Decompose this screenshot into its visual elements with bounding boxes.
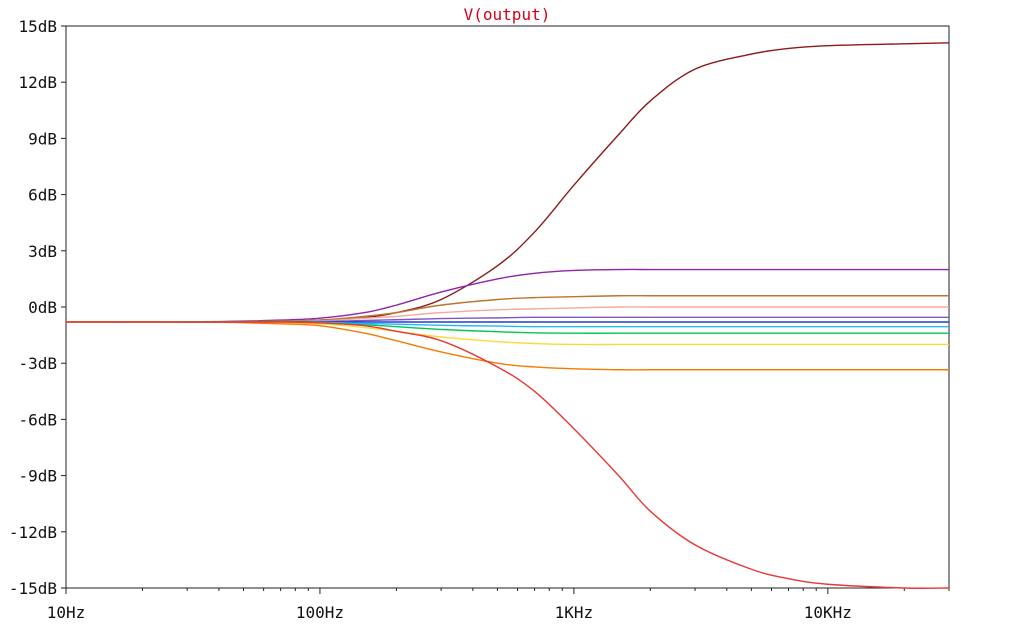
x-tick-label: 100Hz xyxy=(296,603,344,622)
y-tick-label: 9dB xyxy=(28,129,57,148)
y-tick-label: 0dB xyxy=(28,298,57,317)
y-tick-label: -9dB xyxy=(18,467,57,486)
series-line-10 xyxy=(65,321,949,371)
series-line-2 xyxy=(65,268,949,323)
y-tick-label: -6dB xyxy=(18,410,57,429)
y-tick-label: 6dB xyxy=(28,186,57,205)
y-tick-label: -12dB xyxy=(9,523,57,542)
y-tick-label: 3dB xyxy=(28,242,57,261)
y-tick-label: 15dB xyxy=(18,17,57,36)
y-tick-label: -15dB xyxy=(9,579,57,598)
x-tick-label: 1KHz xyxy=(555,603,594,622)
series-line-4 xyxy=(66,306,949,323)
x-tick-label: 10KHz xyxy=(804,603,852,622)
series-line-1 xyxy=(66,42,950,323)
series-line-9 xyxy=(65,321,949,346)
y-tick-label: -3dB xyxy=(18,354,57,373)
y-tick-label: 12dB xyxy=(18,73,57,92)
chart-title: V(output) xyxy=(464,5,551,24)
series-line-8 xyxy=(66,321,949,334)
x-tick-label: 10Hz xyxy=(47,603,86,622)
series-line-11 xyxy=(66,321,950,589)
